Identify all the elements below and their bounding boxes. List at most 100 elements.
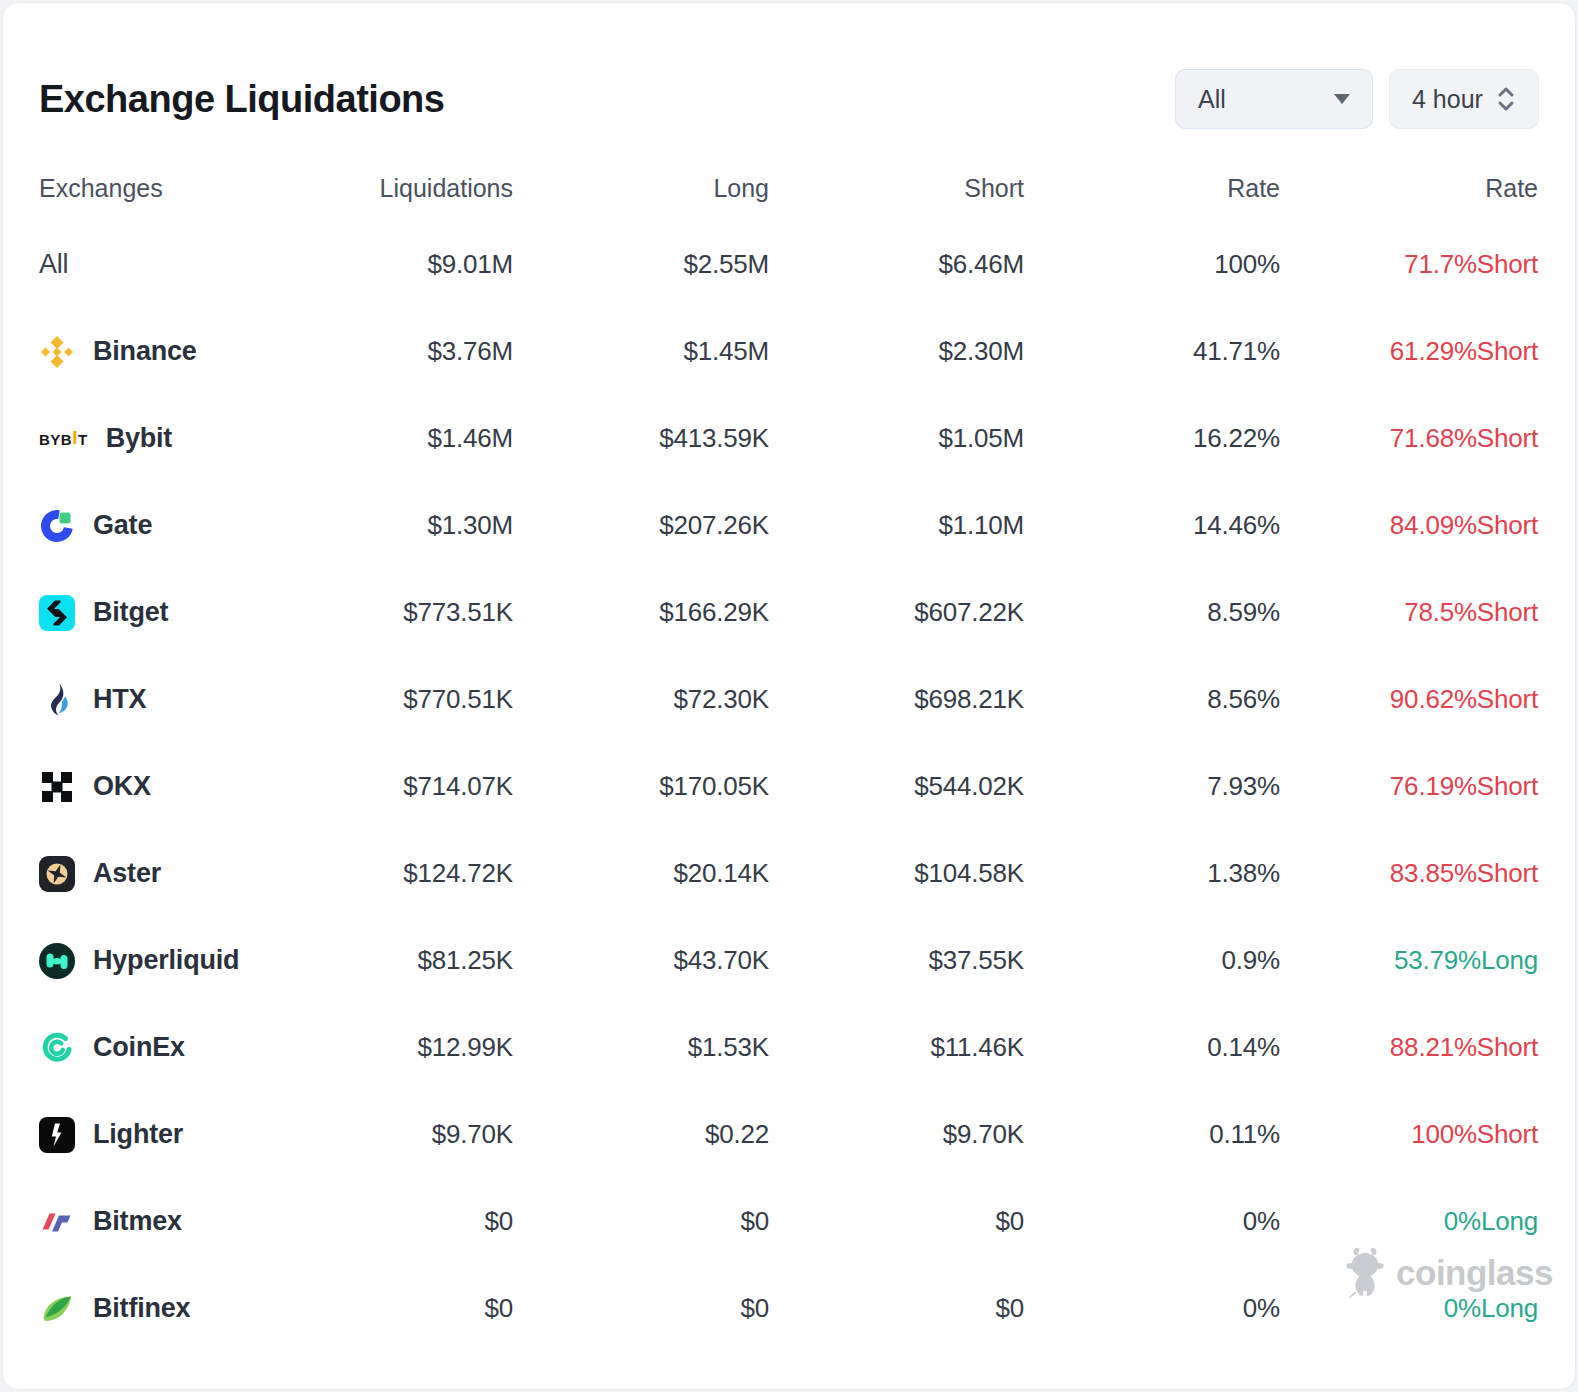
liquidations-value: $714.07K [319, 771, 513, 802]
long-short-rate-value: 71.7%Short [1280, 249, 1538, 280]
rate-value: 0.9% [1024, 945, 1280, 976]
long-short-rate-value: 83.85%Short [1280, 858, 1538, 889]
exchange-cell: Binance [39, 334, 319, 370]
table-body: All $9.01M $2.55M $6.46M 100% 71.7%Short… [39, 221, 1532, 1352]
exchange-name: Bitget [93, 597, 168, 628]
exchange-cell: BYBIT Bybit [39, 423, 319, 454]
long-short-rate-value: 100%Short [1280, 1119, 1538, 1150]
long-value: $0 [513, 1293, 769, 1324]
exchange-cell: Hyperliquid [39, 943, 319, 979]
table-row[interactable]: Gate $1.30M $207.26K $1.10M 14.46% 84.09… [39, 482, 1532, 569]
card-header: Exchange Liquidations All 4 hour [3, 3, 1575, 129]
table-row[interactable]: HTX $770.51K $72.30K $698.21K 8.56% 90.6… [39, 656, 1532, 743]
col-exchanges: Exchanges [39, 174, 319, 203]
table-row[interactable]: BYBIT Bybit $1.46M $413.59K $1.05M 16.22… [39, 395, 1532, 482]
long-value: $43.70K [513, 945, 769, 976]
liquidations-value: $3.76M [319, 336, 513, 367]
table-row[interactable]: Bitfinex $0 $0 $0 0% 0%Long [39, 1265, 1532, 1352]
liquidations-value: $773.51K [319, 597, 513, 628]
col-rate: Rate [1024, 174, 1280, 203]
exchange-cell: Bitget [39, 595, 319, 631]
table-row[interactable]: Aster $124.72K $20.14K $104.58K 1.38% 83… [39, 830, 1532, 917]
exchange-cell: CoinEx [39, 1030, 319, 1066]
okx-icon [39, 769, 75, 805]
rate-value: 41.71% [1024, 336, 1280, 367]
exchange-cell: OKX [39, 769, 319, 805]
long-value: $20.14K [513, 858, 769, 889]
table-row[interactable]: CoinEx $12.99K $1.53K $11.46K 0.14% 88.2… [39, 1004, 1532, 1091]
rate-value: 0.14% [1024, 1032, 1280, 1063]
long-short-rate-value: 78.5%Short [1280, 597, 1538, 628]
short-value: $1.10M [769, 510, 1024, 541]
liquidations-value: $12.99K [319, 1032, 513, 1063]
short-value: $698.21K [769, 684, 1024, 715]
short-value: $1.05M [769, 423, 1024, 454]
rate-value: 8.59% [1024, 597, 1280, 628]
table-header-row: Exchanges Liquidations Long Short Rate R… [39, 155, 1532, 221]
long-value: $0 [513, 1206, 769, 1237]
aster-icon [39, 856, 75, 892]
table-row[interactable]: All $9.01M $2.55M $6.46M 100% 71.7%Short [39, 221, 1532, 308]
exchange-name: HTX [93, 684, 146, 715]
long-short-rate-value: 0%Long [1280, 1206, 1538, 1237]
liquidations-value: $770.51K [319, 684, 513, 715]
exchange-name: Bybit [106, 423, 173, 454]
exchange-filter-dropdown[interactable]: All [1175, 69, 1373, 129]
long-value: $2.55M [513, 249, 769, 280]
liquidations-table: Exchanges Liquidations Long Short Rate R… [3, 155, 1575, 1352]
table-row[interactable]: Bitget $773.51K $166.29K $607.22K 8.59% … [39, 569, 1532, 656]
rate-value: 0.11% [1024, 1119, 1280, 1150]
lighter-icon [39, 1117, 75, 1153]
exchange-cell: Lighter [39, 1117, 319, 1153]
table-row[interactable]: Hyperliquid $81.25K $43.70K $37.55K 0.9%… [39, 917, 1532, 1004]
short-value: $0 [769, 1293, 1024, 1324]
timeframe-value: 4 hour [1412, 85, 1483, 114]
short-value: $544.02K [769, 771, 1024, 802]
long-short-rate-value: 90.62%Short [1280, 684, 1538, 715]
liquidations-value: $9.70K [319, 1119, 513, 1150]
exchange-cell: Bitfinex [39, 1291, 319, 1327]
short-value: $0 [769, 1206, 1024, 1237]
long-value: $413.59K [513, 423, 769, 454]
table-row[interactable]: Binance $3.76M $1.45M $2.30M 41.71% 61.2… [39, 308, 1532, 395]
col-short: Short [769, 174, 1024, 203]
bitget-icon [39, 595, 75, 631]
table-row[interactable]: Lighter $9.70K $0.22 $9.70K 0.11% 100%Sh… [39, 1091, 1532, 1178]
short-value: $607.22K [769, 597, 1024, 628]
rate-value: 0% [1024, 1293, 1280, 1324]
exchange-cell: Aster [39, 856, 319, 892]
exchange-name: Hyperliquid [93, 945, 239, 976]
long-value: $0.22 [513, 1119, 769, 1150]
htx-icon [39, 682, 75, 718]
short-value: $37.55K [769, 945, 1024, 976]
long-value: $1.53K [513, 1032, 769, 1063]
long-value: $166.29K [513, 597, 769, 628]
col-long: Long [513, 174, 769, 203]
table-row[interactable]: Bitmex $0 $0 $0 0% 0%Long [39, 1178, 1532, 1265]
exchange-name: Aster [93, 858, 161, 889]
exchange-cell: HTX [39, 682, 319, 718]
rate-value: 16.22% [1024, 423, 1280, 454]
table-row[interactable]: OKX $714.07K $170.05K $544.02K 7.93% 76.… [39, 743, 1532, 830]
long-short-rate-value: 0%Long [1280, 1293, 1538, 1324]
short-value: $104.58K [769, 858, 1024, 889]
exchange-cell: Gate [39, 508, 319, 544]
exchange-name: All [39, 249, 68, 280]
exchange-name: Bitmex [93, 1206, 182, 1237]
liquidations-value: $124.72K [319, 858, 513, 889]
exchange-name: OKX [93, 771, 151, 802]
exchange-name: Lighter [93, 1119, 183, 1150]
exchange-name: CoinEx [93, 1032, 185, 1063]
long-short-rate-value: 76.19%Short [1280, 771, 1538, 802]
stepper-chevrons-icon [1496, 85, 1516, 113]
long-short-rate-value: 88.21%Short [1280, 1032, 1538, 1063]
liquidations-value: $0 [319, 1293, 513, 1324]
bitmex-icon [39, 1204, 75, 1240]
short-value: $6.46M [769, 249, 1024, 280]
rate-value: 1.38% [1024, 858, 1280, 889]
header-controls: All 4 hour [1175, 69, 1539, 129]
rate-value: 8.56% [1024, 684, 1280, 715]
long-value: $1.45M [513, 336, 769, 367]
timeframe-dropdown[interactable]: 4 hour [1389, 69, 1539, 129]
bitfinex-icon [39, 1291, 75, 1327]
